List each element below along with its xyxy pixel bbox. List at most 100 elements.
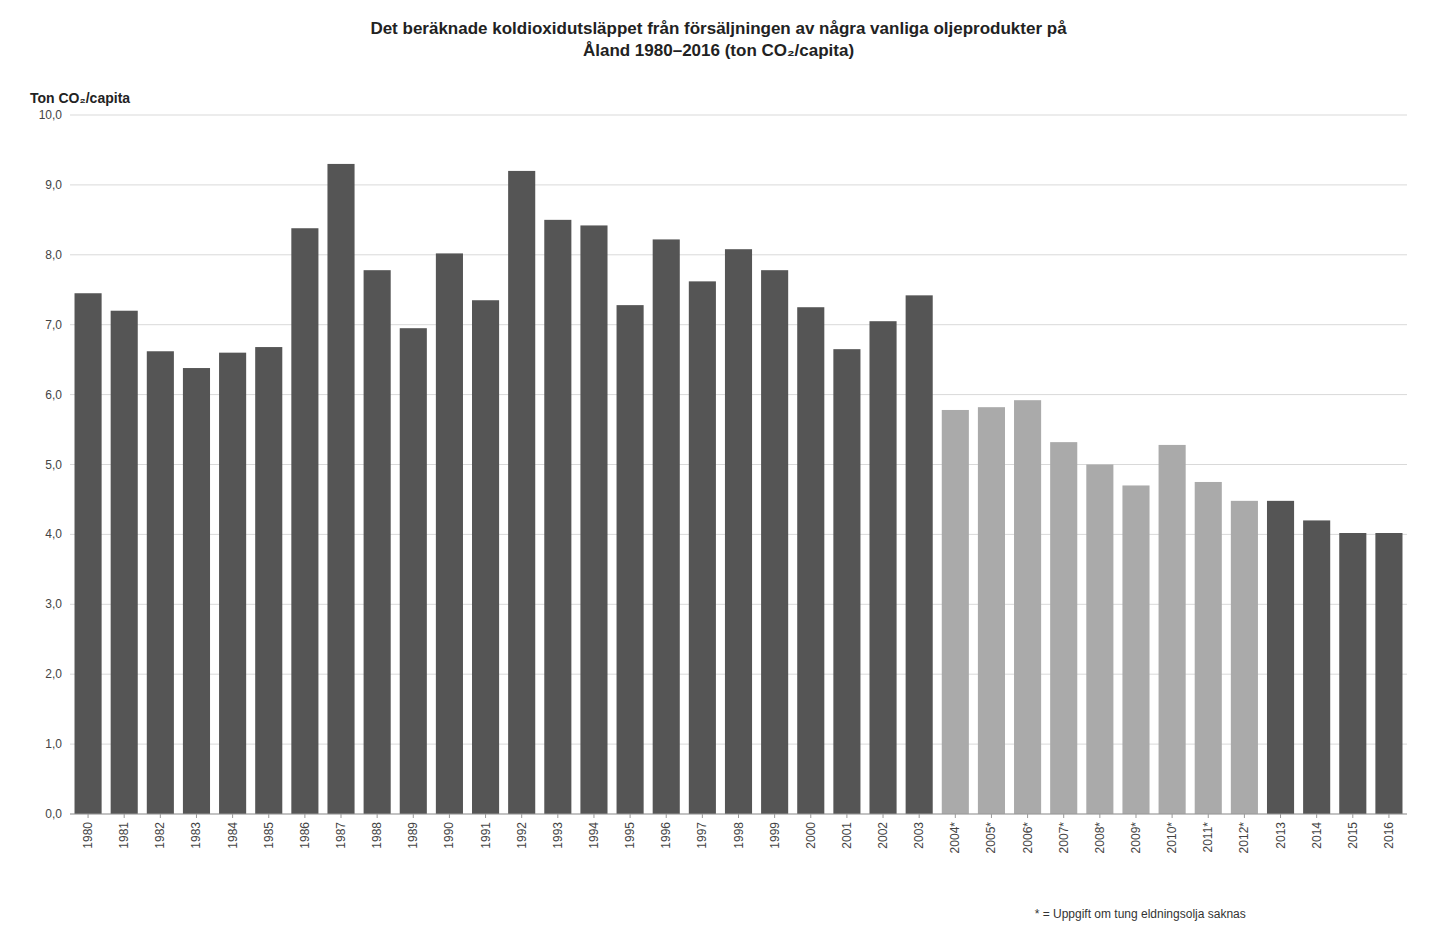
x-tick xyxy=(160,814,161,818)
y-tick-label: 1,0 xyxy=(45,737,62,751)
y-tick-label: 7,0 xyxy=(45,318,62,332)
bar xyxy=(508,171,535,814)
x-tick xyxy=(521,814,522,818)
y-tick-label: 2,0 xyxy=(45,667,62,681)
x-tick-label: 2008* xyxy=(1093,822,1107,854)
x-tick xyxy=(413,814,414,818)
bar xyxy=(797,307,824,814)
x-tick-label: 1992 xyxy=(515,822,529,849)
bar xyxy=(906,295,933,814)
x-tick-label: 1986 xyxy=(298,822,312,849)
x-tick xyxy=(774,814,775,818)
x-tick xyxy=(1244,814,1245,818)
x-tick xyxy=(268,814,269,818)
grid xyxy=(70,115,1407,814)
x-tick-label: 1981 xyxy=(117,822,131,849)
bar xyxy=(942,410,969,814)
x-tick-label: 2000 xyxy=(804,822,818,849)
bar xyxy=(1195,482,1222,814)
bar xyxy=(1339,533,1366,814)
bar xyxy=(869,321,896,814)
x-tick-label: 2001 xyxy=(840,822,854,849)
x-tick-label: 2010* xyxy=(1165,822,1179,854)
x-tick-label: 2011* xyxy=(1201,822,1215,853)
x-tick-label: 1991 xyxy=(479,822,493,849)
x-tick-label: 1996 xyxy=(659,822,673,849)
x-tick xyxy=(377,814,378,818)
x-tick xyxy=(341,814,342,818)
x-tick xyxy=(124,814,125,818)
x-tick-label: 2013 xyxy=(1274,822,1288,849)
x-tick-label: 1987 xyxy=(334,822,348,849)
bar xyxy=(75,293,102,814)
x-tick-label: 1993 xyxy=(551,822,565,849)
y-tick-label: 0,0 xyxy=(45,807,62,821)
x-tick xyxy=(1388,814,1389,818)
x-tick xyxy=(1316,814,1317,818)
footnote: * = Uppgift om tung eldningsolja saknas xyxy=(1035,907,1246,921)
x-tick-label: 2016 xyxy=(1382,822,1396,849)
bar xyxy=(689,281,716,814)
bar xyxy=(1159,445,1186,814)
bar xyxy=(1014,400,1041,814)
x-tick xyxy=(1208,814,1209,818)
x-tick-label: 2009* xyxy=(1129,822,1143,854)
x-tick xyxy=(883,814,884,818)
bar xyxy=(472,300,499,814)
x-tick xyxy=(846,814,847,818)
x-tick xyxy=(1063,814,1064,818)
chart: Det beräknade koldioxidutsläppet från fö… xyxy=(0,0,1437,934)
bar xyxy=(364,270,391,814)
x-tick-label: 1980 xyxy=(81,822,95,849)
bar xyxy=(833,349,860,814)
title: Det beräknade koldioxidutsläppet från fö… xyxy=(370,19,1067,60)
x-tick-label: 1982 xyxy=(153,822,167,849)
y-tick-label: 3,0 xyxy=(45,597,62,611)
x-tick-label: 2014 xyxy=(1310,822,1324,849)
x-tick xyxy=(1027,814,1028,818)
title-line: Åland 1980–2016 (ton CO₂/capita) xyxy=(583,41,854,60)
x-tick-label: 1995 xyxy=(623,822,637,849)
bar xyxy=(1303,520,1330,814)
x-tick xyxy=(810,814,811,818)
x-tick-label: 1989 xyxy=(406,822,420,849)
x-tick-label: 1984 xyxy=(226,822,240,849)
x-tick xyxy=(955,814,956,818)
x-tick xyxy=(1280,814,1281,818)
y-tick-label: 4,0 xyxy=(45,527,62,541)
bar xyxy=(1375,533,1402,814)
x-tick xyxy=(557,814,558,818)
x-tick-label: 1988 xyxy=(370,822,384,849)
x-tick xyxy=(666,814,667,818)
bar xyxy=(400,328,427,814)
y-tick-label: 8,0 xyxy=(45,248,62,262)
x-tick xyxy=(593,814,594,818)
x-tick xyxy=(449,814,450,818)
bar xyxy=(1050,442,1077,814)
x-tick xyxy=(196,814,197,818)
bar xyxy=(617,305,644,814)
y-tick-label: 6,0 xyxy=(45,388,62,402)
bar xyxy=(544,220,571,814)
bar xyxy=(761,270,788,814)
y-tick-label: 10,0 xyxy=(39,108,63,122)
bar xyxy=(111,311,138,814)
x-tick-label: 2003 xyxy=(912,822,926,849)
y-tick-label: 9,0 xyxy=(45,178,62,192)
x-tick-label: 1990 xyxy=(442,822,456,849)
y-tick-label: 5,0 xyxy=(45,458,62,472)
bar xyxy=(436,253,463,814)
bar xyxy=(725,249,752,814)
x-tick-label: 2004* xyxy=(948,822,962,854)
bar xyxy=(291,228,318,814)
bar xyxy=(183,368,210,814)
bar xyxy=(1122,485,1149,814)
x-tick xyxy=(1099,814,1100,818)
x-tick xyxy=(485,814,486,818)
x-tick xyxy=(919,814,920,818)
x-tick-label: 2002 xyxy=(876,822,890,849)
grid-line xyxy=(70,184,1407,185)
bar xyxy=(255,347,282,814)
x-tick-label: 2015 xyxy=(1346,822,1360,849)
x-tick xyxy=(232,814,233,818)
